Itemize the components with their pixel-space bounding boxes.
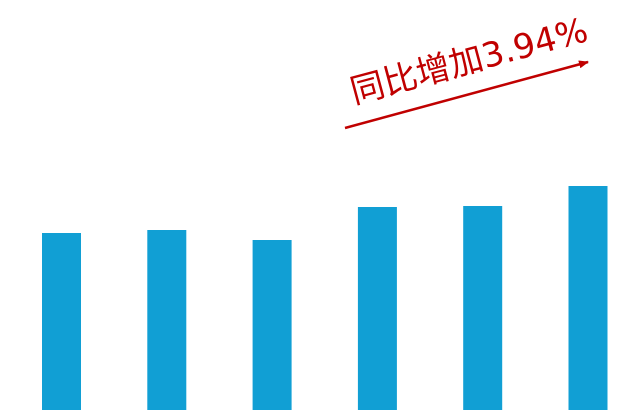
trend-arrow bbox=[344, 60, 589, 130]
bar bbox=[357, 207, 397, 410]
bar bbox=[147, 230, 187, 410]
bar bbox=[568, 186, 608, 410]
bar bbox=[252, 240, 292, 410]
bar bbox=[463, 206, 503, 410]
annotation: 同比增加3.94% bbox=[346, 10, 592, 112]
bar bbox=[42, 233, 81, 410]
